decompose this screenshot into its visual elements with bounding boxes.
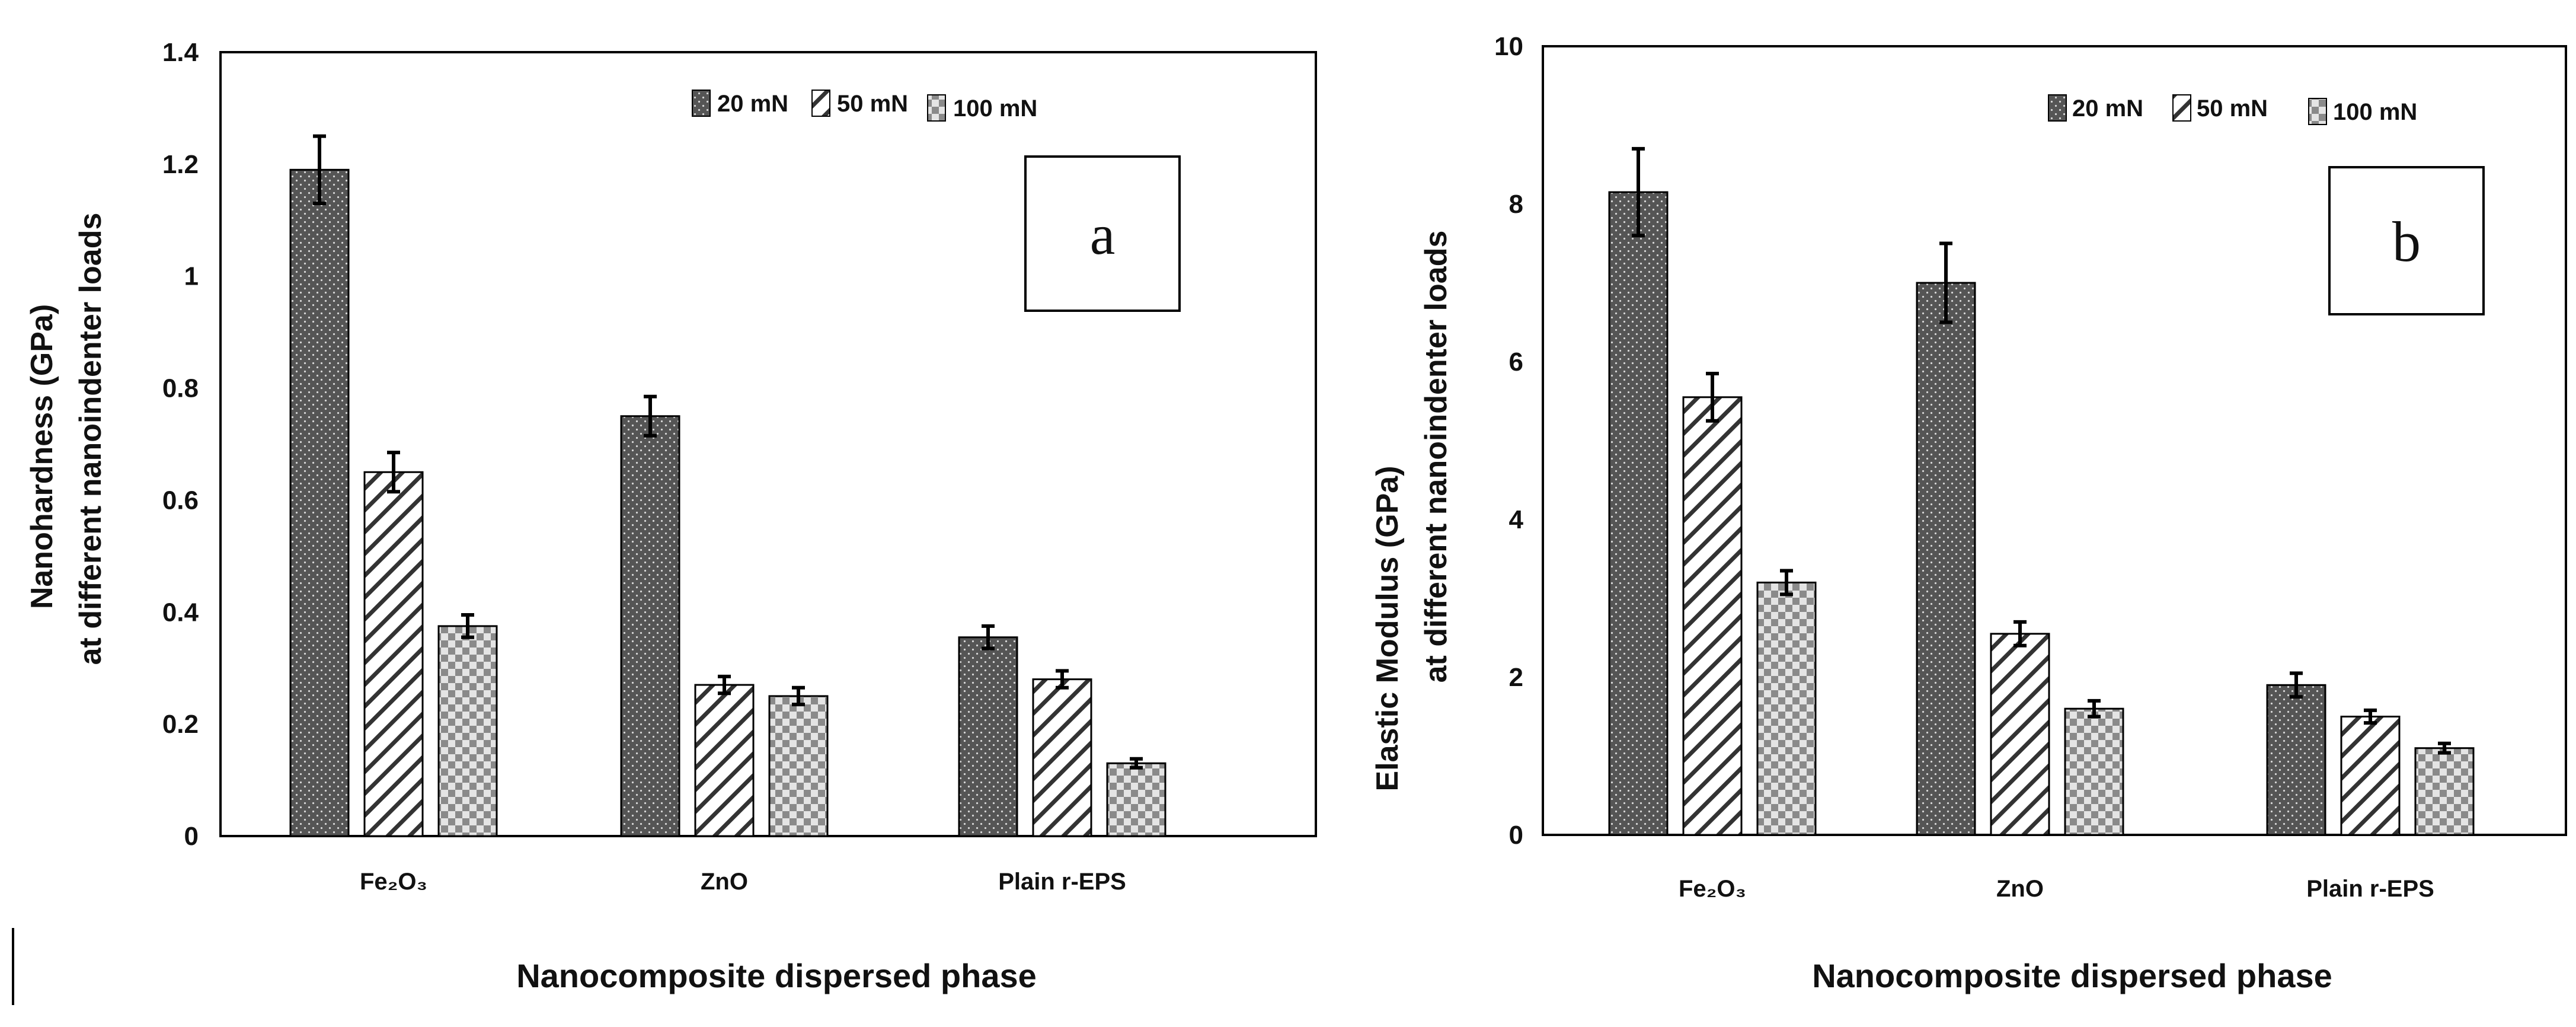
error-bar-plain-r-eps-50mn <box>2364 708 2377 725</box>
y-axis-ticks: 0 2 4 6 8 10 <box>1494 32 1523 850</box>
error-bar-plain-r-eps-50mn <box>1056 669 1069 690</box>
bar-fe2o3-20mn <box>1608 191 1669 836</box>
category-label-fe2o3: Fe₂O₃ <box>1679 876 1746 902</box>
legend: 20 mN 50 mN 100 mN <box>692 90 1037 122</box>
legend: 20 mN 50 mN 100 mN <box>2048 94 2417 125</box>
bar-plain-r-eps-100mn <box>2414 747 2475 836</box>
category-label-zno: ZnO <box>1996 876 2044 902</box>
error-bar-fe2o3-20mn <box>313 134 326 205</box>
bar-fe2o3-50mn <box>363 471 424 837</box>
panel-label-box <box>2328 166 2485 315</box>
bar-zno-20mn <box>620 415 680 837</box>
legend-label-20mn: 20 mN <box>2072 95 2143 122</box>
bar-zno-100mn <box>2064 707 2124 836</box>
bar-zno-50mn <box>694 684 755 837</box>
legend-label-50mn: 50 mN <box>837 91 908 117</box>
chart-panel-b: 0 2 4 6 8 10 Fe₂O₃ ZnO Plain r-EPS Elastic Modu… <box>1370 32 2567 994</box>
x-axis-categories: Fe₂O₃ ZnO Plain r-EPS <box>360 869 1126 895</box>
y-tick-label: 10 <box>1494 32 1523 61</box>
error-bar-fe2o3-100mn <box>461 613 474 639</box>
bar-plain-r-eps-50mn <box>1032 678 1092 837</box>
legend-swatch-50mn <box>2172 94 2191 122</box>
y-tick-label: 0.8 <box>162 374 199 403</box>
error-bar-fe2o3-50mn <box>387 451 400 494</box>
chart-panel-a: 0 0.2 0.4 0.6 0.8 1 1.2 1.4 Fe₂O₃ ZnO Plain r-EPS… <box>25 38 1317 994</box>
legend-label-100mn: 100 mN <box>2333 99 2417 125</box>
bar-fe2o3-20mn <box>289 168 350 837</box>
y-tick-label: 1.2 <box>162 150 199 179</box>
y-tick-label: 6 <box>1509 347 1523 377</box>
legend-swatch-50mn <box>811 90 830 117</box>
y-axis-label-line2: at different nanoindenter loads <box>73 213 108 665</box>
bar-zno-50mn <box>1990 633 2050 836</box>
y-tick-label: 0.2 <box>162 710 199 739</box>
y-axis-ticks: 0 0.2 0.4 0.6 0.8 1 1.2 1.4 <box>162 38 199 851</box>
error-bar-zno-100mn <box>792 685 805 707</box>
y-tick-label: 4 <box>1509 505 1524 534</box>
error-bar-zno-50mn <box>718 674 731 696</box>
bar-zno-100mn <box>768 695 829 837</box>
legend-label-20mn: 20 mN <box>717 91 788 117</box>
y-tick-label: 1 <box>184 262 199 291</box>
plot-frame <box>1542 45 2567 836</box>
error-bar-fe2o3-100mn <box>1780 569 1793 597</box>
y-tick-label: 0.6 <box>162 486 199 515</box>
legend-swatch-20mn <box>2048 94 2067 122</box>
bar-plain-r-eps-20mn <box>958 636 1018 837</box>
bar-layer <box>1608 146 2475 836</box>
error-bar-zno-100mn <box>2088 699 2101 719</box>
legend-swatch-100mn <box>2308 98 2327 125</box>
y-axis-label-line2: at different nanoindenter loads <box>1419 231 1453 683</box>
x-axis-categories: Fe₂O₃ ZnO Plain r-EPS <box>1679 876 2434 902</box>
legend-swatch-20mn <box>692 90 711 117</box>
y-tick-label: 0 <box>184 822 199 851</box>
panel-label: a <box>1090 203 1116 266</box>
error-bar-plain-r-eps-20mn <box>982 624 995 650</box>
y-tick-label: 0.4 <box>162 598 199 627</box>
panel-label: b <box>2392 210 2421 273</box>
bar-plain-r-eps-100mn <box>1106 762 1166 837</box>
y-tick-label: 2 <box>1509 663 1523 692</box>
y-axis-label-line1: Nanohardness (GPa) <box>25 304 59 609</box>
bar-zno-20mn <box>1916 282 1976 836</box>
category-label-zno: ZnO <box>701 869 748 895</box>
x-axis-label: Nanocomposite dispersed phase <box>1812 957 2332 994</box>
plot-frame <box>219 51 1317 837</box>
bar-fe2o3-50mn <box>1682 396 1743 836</box>
y-tick-label: 8 <box>1509 190 1523 219</box>
y-tick-label: 0 <box>1509 821 1523 850</box>
error-bar-plain-r-eps-100mn <box>2438 741 2451 755</box>
legend-label-50mn: 50 mN <box>2197 95 2268 122</box>
panel-label-box <box>1024 155 1181 312</box>
error-bar-zno-20mn <box>644 394 657 438</box>
category-label-plain-r-eps: Plain r-EPS <box>998 869 1126 895</box>
y-tick-label: 1.4 <box>162 38 199 67</box>
category-label-fe2o3: Fe₂O₃ <box>360 869 427 895</box>
bar-layer <box>289 134 1166 837</box>
bar-plain-r-eps-50mn <box>2340 716 2401 836</box>
bar-plain-r-eps-20mn <box>2266 684 2326 836</box>
error-bar-plain-r-eps-20mn <box>2290 671 2303 699</box>
legend-swatch-100mn <box>927 94 946 122</box>
error-bar-fe2o3-20mn <box>1632 146 1645 238</box>
error-bar-zno-20mn <box>1939 241 1952 324</box>
category-label-plain-r-eps: Plain r-EPS <box>2306 876 2434 902</box>
legend-label-100mn: 100 mN <box>953 95 1037 122</box>
bar-fe2o3-100mn <box>1756 581 1817 836</box>
y-axis-label-line1: Elastic Modulus (GPa) <box>1370 466 1405 792</box>
error-bar-plain-r-eps-100mn <box>1130 757 1143 770</box>
x-axis-label: Nanocomposite dispersed phase <box>516 957 1037 994</box>
error-bar-fe2o3-50mn <box>1706 371 1719 423</box>
error-bar-zno-50mn <box>2014 620 2027 648</box>
bar-fe2o3-100mn <box>437 625 498 837</box>
